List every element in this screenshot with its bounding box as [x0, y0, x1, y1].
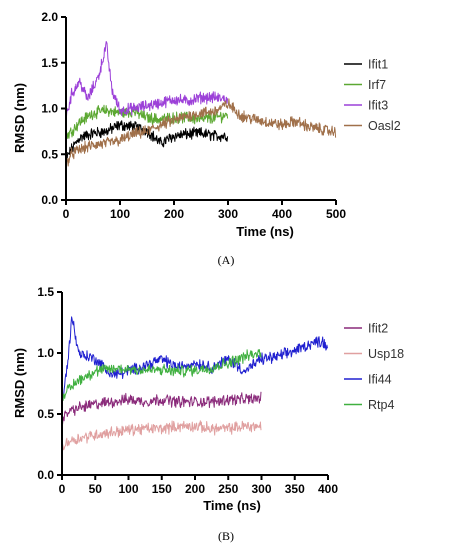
panel-b-legend-label-ifit2: Ifit2: [368, 322, 388, 336]
panel-b-xtick-label: 50: [89, 482, 103, 496]
panel-b-legend-label-rtp4: Rtp4: [368, 398, 394, 412]
panel-b-series-ifit2: [61, 391, 262, 426]
panel-b-series-ifi44: [61, 316, 328, 406]
panel-a-legend-label-irf7: Irf7: [368, 78, 386, 92]
panel-a-series-oasl2: [65, 98, 337, 167]
panel-b-xtick-label: 300: [251, 482, 271, 496]
panel-b-xtick-label: 400: [318, 482, 338, 496]
panel-a-series-ifit1: [65, 120, 229, 159]
panel-b-legend-label-usp18: Usp18: [368, 347, 404, 361]
panel-b-xtick-label: 100: [118, 482, 138, 496]
panel-b-xtick-label: 0: [59, 482, 66, 496]
panel-a-label: (A): [218, 253, 235, 267]
panel-b-xtick-label: 200: [185, 482, 205, 496]
panel-a-xtick-label: 0: [63, 207, 70, 221]
panel-b-legend-label-ifi44: Ifi44: [368, 373, 392, 387]
panel-a-xtick-label: 300: [218, 207, 238, 221]
panel-b-xtick-label: 250: [218, 482, 238, 496]
panel-b-ytick-label: 0.5: [37, 407, 54, 421]
panel-a-legend-label-ifit3: Ifit3: [368, 99, 388, 113]
panel-a-legend-label-ifit1: Ifit1: [368, 58, 388, 72]
panel-a-xtick-label: 100: [110, 207, 130, 221]
plot-layer: 0.00.51.01.52.00 100 200 300 400 500Ifit1Irf7…: [37, 10, 404, 496]
panel-a-xtick-label: 500: [326, 207, 346, 221]
panel-a-ytick-label: 0.5: [41, 147, 58, 161]
panel-b-ytick-label: 1.0: [37, 346, 54, 360]
panel-a-ytick-label: 1.5: [41, 56, 58, 70]
panel-b-ytick-label: 0.0: [37, 468, 54, 482]
panel-a-xtick-label: 400: [272, 207, 292, 221]
panel-a-legend-label-oasl2: Oasl2: [368, 119, 401, 133]
panel-b-xtick-label: 150: [152, 482, 172, 496]
panel-b-series-rtp4: [61, 349, 262, 401]
panel-b-ytick-label: 1.5: [37, 285, 54, 299]
panel-a-series-ifit3: [65, 41, 229, 120]
panel-b-xtick-label: 350: [285, 482, 305, 496]
panel-b-xlabel: Time (ns): [203, 498, 261, 513]
panel-a-ytick-label: 0.0: [41, 193, 58, 207]
panel-a-ytick-label: 1.0: [41, 102, 58, 116]
panel-b-label: (B): [218, 529, 234, 543]
panel-b-ylabel: RMSD (nm): [12, 348, 27, 418]
panel-a-xlabel: Time (ns): [236, 224, 294, 239]
panel-a-ytick-label: 2.0: [41, 10, 58, 24]
panel-a-xtick-label: 200: [164, 207, 184, 221]
panel-b-series-usp18: [61, 420, 262, 451]
panel-a-ylabel: RMSD (nm): [12, 83, 27, 153]
